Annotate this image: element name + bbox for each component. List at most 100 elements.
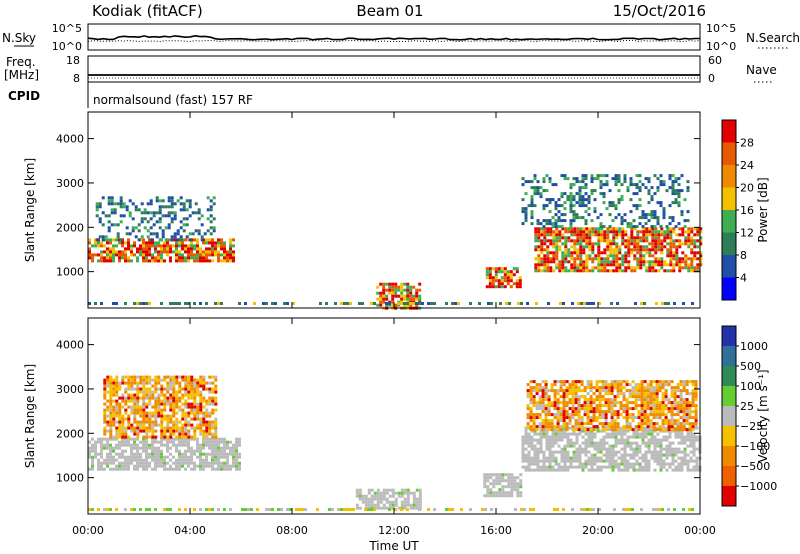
heatmap-cell-velocity-near <box>106 508 109 511</box>
heatmap-cell-velocity-2 <box>364 497 368 501</box>
heatmap-cell-velocity-4 <box>659 468 663 472</box>
heatmap-cell-power-5 <box>644 186 648 190</box>
heatmap-cell-velocity-0 <box>121 461 124 465</box>
heatmap-cell-power-4 <box>687 227 691 231</box>
heatmap-cell-power-4 <box>591 260 595 264</box>
heatmap-cell-power-4 <box>618 248 622 252</box>
heatmap-cell-power-4 <box>648 263 652 267</box>
heatmap-cell-power-1 <box>101 238 105 242</box>
heatmap-cell-power-5 <box>626 225 630 229</box>
heatmap-cell-velocity-5 <box>649 383 653 387</box>
heatmap-cell-power-0 <box>148 247 151 251</box>
heatmap-cell-velocity-4 <box>635 444 639 448</box>
heatmap-cell-power-4 <box>555 242 559 246</box>
heatmap-cell-power-4 <box>666 269 670 273</box>
heatmap-cell-velocity-1 <box>214 396 218 400</box>
heatmap-cell-power-0 <box>196 259 199 263</box>
heatmap-cell-velocity-1 <box>130 381 134 385</box>
heatmap-cell-velocity-5 <box>583 404 587 408</box>
heatmap-cell-velocity-near <box>289 508 292 511</box>
heatmap-cell-velocity-0 <box>160 452 163 456</box>
heatmap-cell-power-1 <box>146 229 150 233</box>
heatmap-cell-velocity-1 <box>175 426 179 430</box>
heatmap-cell-velocity-5 <box>604 416 608 420</box>
heatmap-cell-power-0 <box>160 256 163 260</box>
heatmap-cell-velocity-0 <box>115 458 118 462</box>
x-tick-label: 00:00 <box>72 524 104 537</box>
heatmap-cell-power-4 <box>585 257 589 261</box>
heatmap-cell-power-5 <box>617 180 621 184</box>
heatmap-cell-power-0 <box>88 247 91 251</box>
heatmap-cell-velocity-0 <box>208 452 211 456</box>
heatmap-cell-velocity-1 <box>160 390 164 394</box>
heatmap-cell-power-4 <box>660 260 664 264</box>
heatmap-cell-velocity-near <box>193 508 196 511</box>
heatmap-cell-velocity-0 <box>205 452 208 456</box>
heatmap-cell-velocity-5 <box>562 407 566 411</box>
heatmap-cell-power-4 <box>588 227 592 231</box>
heatmap-cell-power-4 <box>669 227 673 231</box>
heatmap-cell-power-5 <box>623 177 627 181</box>
heatmap-cell-velocity-near <box>661 508 664 511</box>
heatmap-cell-velocity-1 <box>157 375 161 379</box>
heatmap-cell-velocity-4 <box>656 462 660 466</box>
heatmap-cell-velocity-4 <box>590 453 594 457</box>
heatmap-cell-power-1 <box>176 199 180 203</box>
heatmap-cell-power-4 <box>639 236 643 240</box>
heatmap-cell-velocity-3 <box>486 479 490 483</box>
heatmap-cell-power-4 <box>639 239 643 243</box>
heatmap-cell-velocity-4 <box>548 438 552 442</box>
heatmap-cell-power-0 <box>178 253 181 257</box>
heatmap-cell-power-4 <box>636 239 640 243</box>
heatmap-cell-velocity-4 <box>584 441 588 445</box>
heatmap-cell-power-5 <box>521 183 525 187</box>
heatmap-cell-power-1 <box>122 214 126 218</box>
heatmap-cell-power-5 <box>536 180 540 184</box>
heatmap-cell-power-5 <box>563 201 567 205</box>
heatmap-cell-velocity-1 <box>184 384 188 388</box>
heatmap-cell-velocity-5 <box>562 392 566 396</box>
heatmap-cell-velocity-4 <box>659 447 663 451</box>
heatmap-cell-velocity-4 <box>668 450 672 454</box>
heatmap-cell-power-5 <box>587 195 591 199</box>
heatmap-cell-power-4 <box>564 248 568 252</box>
heatmap-cell-power-3 <box>494 267 498 271</box>
heatmap-cell-velocity-1 <box>178 387 182 391</box>
heatmap-cell-power-5 <box>680 213 684 217</box>
heatmap-cell-velocity-1 <box>181 408 185 412</box>
heatmap-cell-velocity-1 <box>199 408 203 412</box>
heatmap-cell-velocity-0 <box>193 437 196 441</box>
heatmap-cell-power-5 <box>563 174 567 178</box>
heatmap-cell-power-5 <box>662 183 666 187</box>
heatmap-cell-velocity-0 <box>112 458 115 462</box>
heatmap-cell-velocity-0 <box>187 443 190 447</box>
heatmap-cell-power-4 <box>606 269 610 273</box>
heatmap-cell-velocity-0 <box>160 440 163 444</box>
heatmap-cell-power-2 <box>403 294 407 298</box>
heatmap-cell-velocity-5 <box>652 401 656 405</box>
heatmap-cell-velocity-0 <box>142 464 145 468</box>
heatmap-cell-power-0 <box>223 241 226 245</box>
heatmap-cell-power-3 <box>503 279 507 283</box>
heatmap-cell-velocity-1 <box>196 381 200 385</box>
heatmap-cell-velocity-5 <box>682 419 686 423</box>
heatmap-cell-velocity-1 <box>109 408 113 412</box>
heatmap-cell-power-4 <box>690 248 694 252</box>
heatmap-cell-power-5 <box>650 195 654 199</box>
heatmap-cell-power-5 <box>521 210 525 214</box>
heatmap-cell-power-4 <box>618 233 622 237</box>
heatmap-cell-power-5 <box>521 198 525 202</box>
heatmap-cell-velocity-5 <box>565 401 569 405</box>
heatmap-cell-velocity-5 <box>640 410 644 414</box>
heatmap-cell-power-4 <box>567 230 571 234</box>
heatmap-cell-velocity-4 <box>662 435 666 439</box>
colorbar-tick-label: 500 <box>740 360 761 373</box>
heatmap-cell-velocity-near <box>682 508 685 511</box>
heatmap-cell-velocity-near <box>328 508 331 511</box>
heatmap-cell-power-1 <box>164 226 168 230</box>
heatmap-cell-velocity-1 <box>205 426 209 430</box>
heatmap-cell-velocity-5 <box>568 407 572 411</box>
heatmap-cell-velocity-0 <box>130 452 133 456</box>
heatmap-cell-velocity-5 <box>673 404 677 408</box>
heatmap-cell-velocity-1 <box>121 435 125 439</box>
